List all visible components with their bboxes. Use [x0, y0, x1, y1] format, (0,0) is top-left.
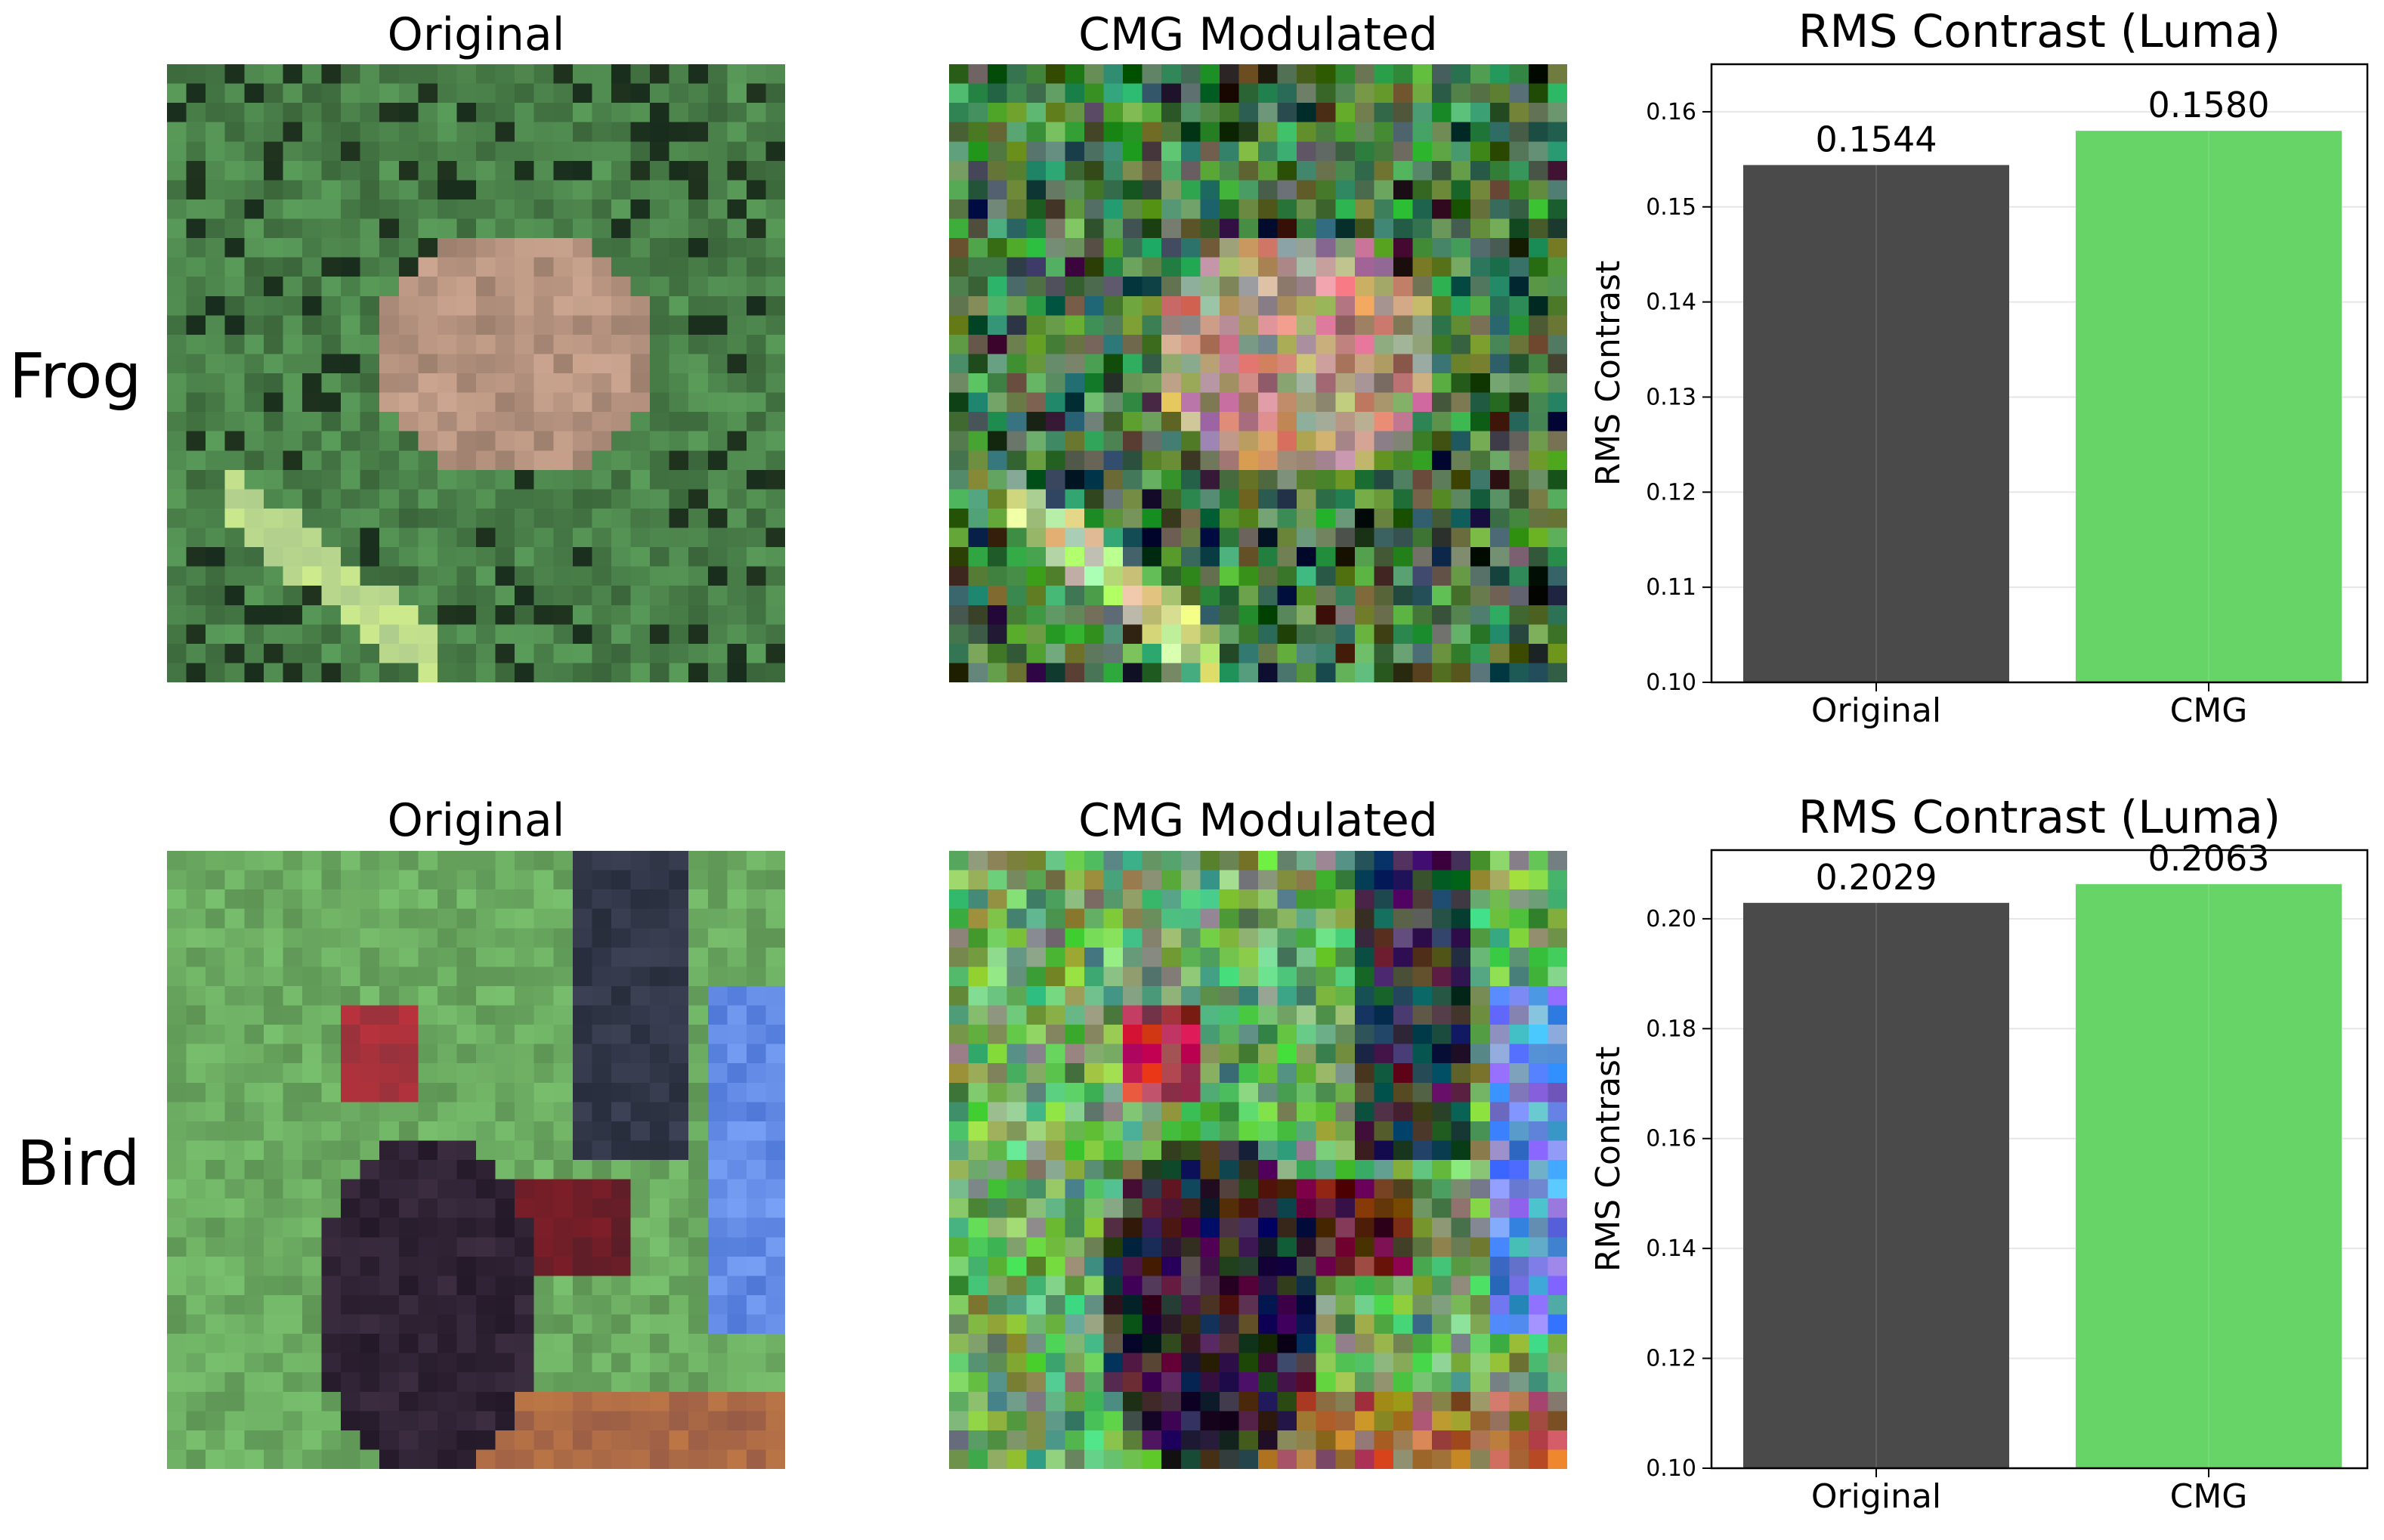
- y-tick-label: 0.12: [1646, 479, 1696, 506]
- bar-value-label: 0.2029: [1816, 857, 1937, 898]
- y-tick-label: 0.16: [1646, 1126, 1696, 1152]
- chart-title: RMS Contrast (Luma): [1798, 5, 2281, 58]
- rms-contrast-chart-frog: RMS Contrast (Luma) 0.10 0.11 0.12 0.13 0.14 0…: [1589, 5, 2369, 730]
- bar-value-label: 0.1580: [2148, 85, 2270, 125]
- y-tick-label: 0.10: [1646, 1455, 1696, 1482]
- rms-contrast-chart-bird: RMS Contrast (Luma) 0.10 0.12 0.14 0.16 0.18 0…: [1589, 791, 2369, 1516]
- bird-original-title: Original: [387, 794, 565, 847]
- y-tick-label: 0.14: [1646, 1235, 1696, 1262]
- y-tick-label: 0.13: [1646, 384, 1696, 410]
- x-tick-label: Original: [1811, 1477, 1941, 1516]
- plot-frame: [1710, 63, 2369, 684]
- y-axis-label: RMS Contrast: [1589, 261, 1628, 486]
- bar-value-label: 0.2063: [2148, 838, 2270, 879]
- y-tick-label: 0.10: [1646, 669, 1696, 696]
- chart-title: RMS Contrast (Luma): [1798, 791, 2281, 844]
- y-tick-label: 0.11: [1646, 574, 1696, 601]
- y-tick-label: 0.20: [1646, 906, 1696, 932]
- frog-original-title: Original: [387, 8, 565, 61]
- bar-cmg: [2076, 884, 2342, 1468]
- plot-frame: [1710, 849, 2369, 1470]
- x-tick-label: CMG: [2170, 1477, 2248, 1516]
- y-tick-label: 0.12: [1646, 1346, 1696, 1372]
- bird-original-image: [167, 851, 785, 1469]
- frog-modulated-image: [949, 64, 1567, 682]
- row-label-frog: Frog: [9, 341, 142, 413]
- bar-cmg: [2076, 131, 2342, 683]
- frog-original-image: [167, 64, 785, 682]
- frog-modulated-title: CMG Modulated: [1078, 8, 1438, 61]
- bird-modulated-image: [949, 851, 1567, 1469]
- y-tick-label: 0.18: [1646, 1016, 1696, 1042]
- bird-modulated-title: CMG Modulated: [1078, 794, 1438, 847]
- y-tick-label: 0.14: [1646, 289, 1696, 316]
- bar-original: [1743, 902, 2009, 1468]
- x-tick-label: Original: [1811, 691, 1941, 730]
- x-tick-label: CMG: [2170, 691, 2248, 730]
- bar-value-label: 0.1544: [1816, 119, 1937, 159]
- y-axis-label: RMS Contrast: [1589, 1047, 1628, 1272]
- y-tick-label: 0.16: [1646, 99, 1696, 125]
- bar-original: [1743, 165, 2009, 683]
- row-label-bird: Bird: [17, 1128, 141, 1200]
- y-tick-label: 0.15: [1646, 194, 1696, 221]
